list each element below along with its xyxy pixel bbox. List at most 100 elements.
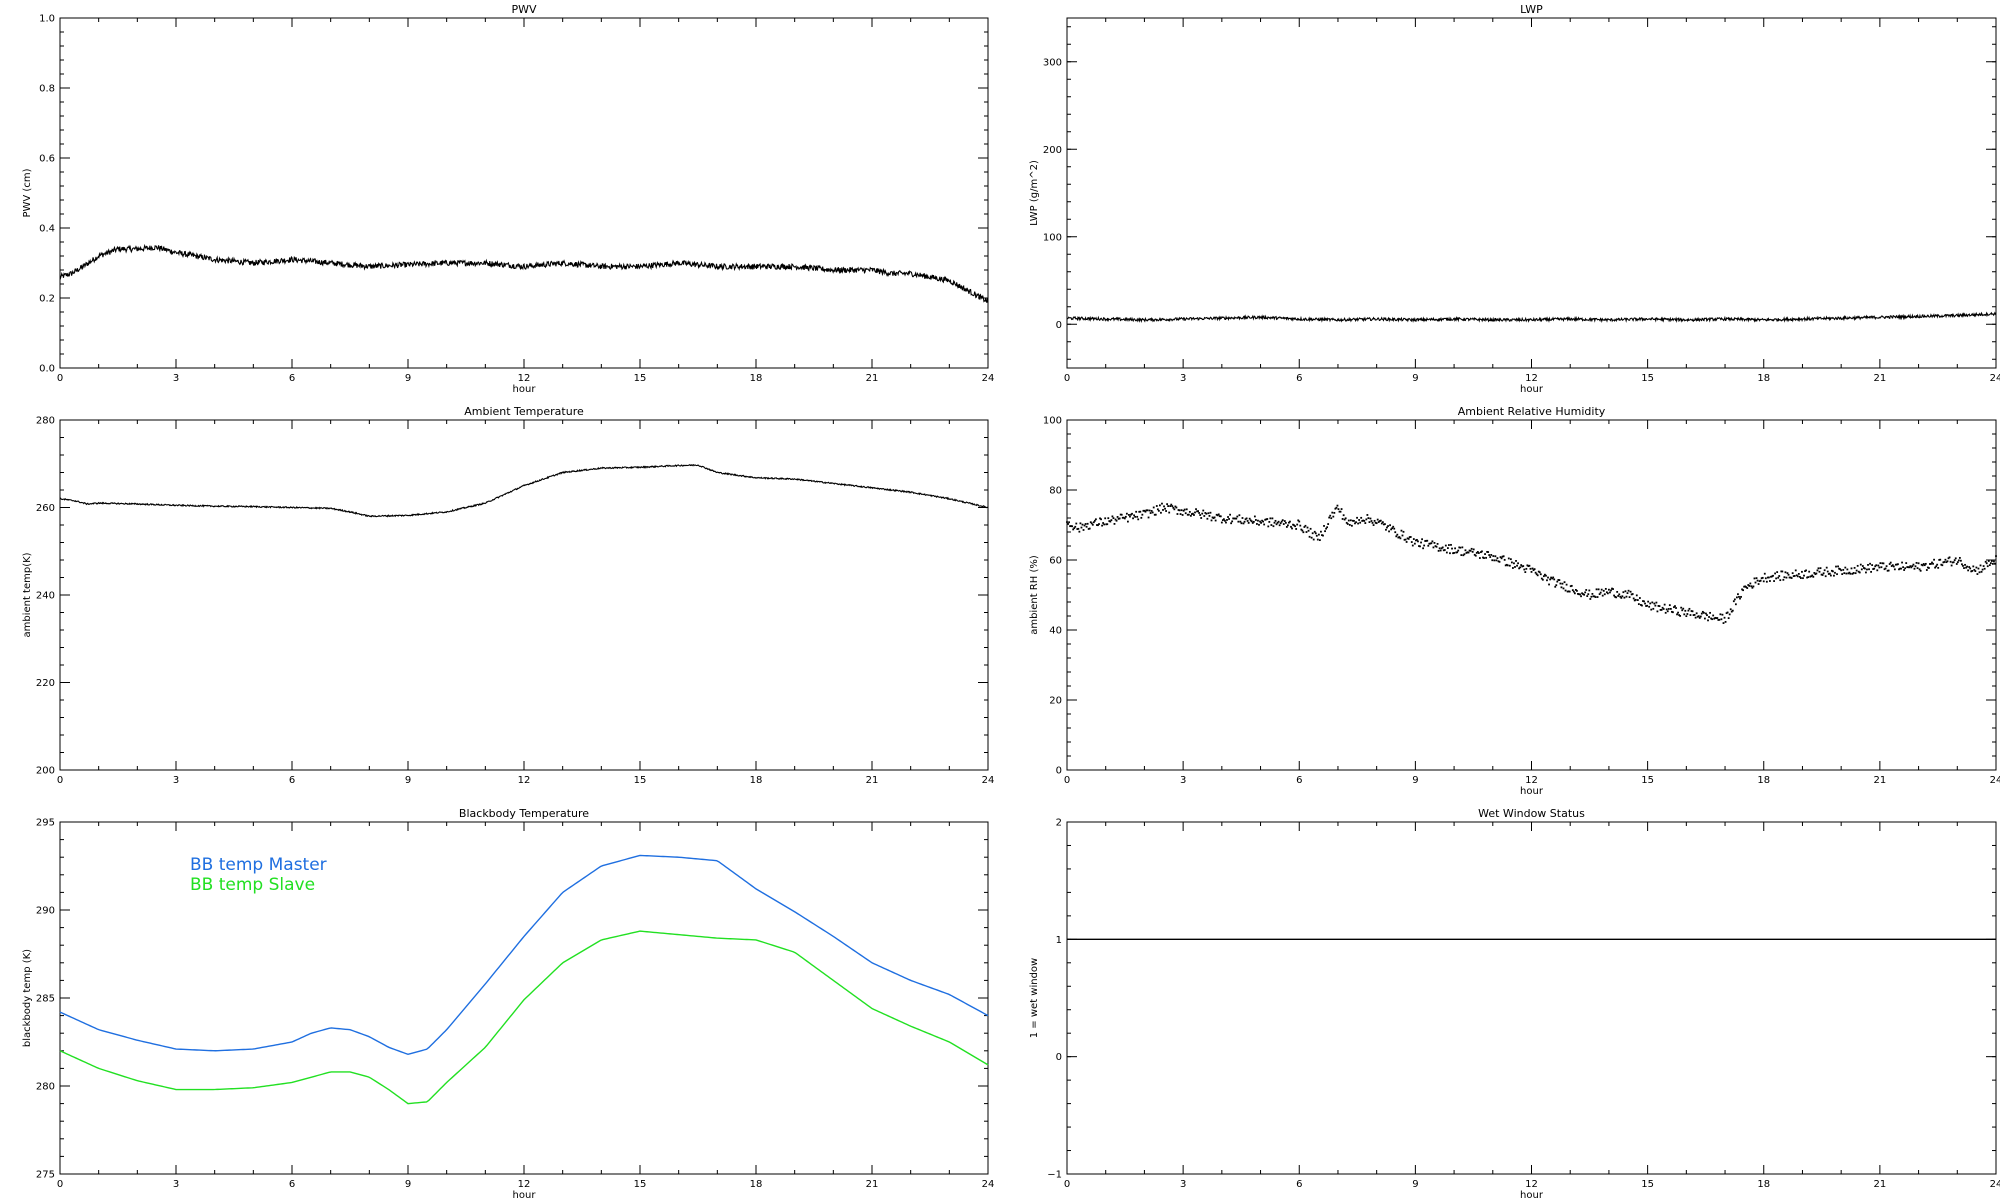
data-point	[1638, 597, 1641, 599]
data-point	[1505, 563, 1508, 566]
data-point	[1900, 567, 1902, 570]
data-point	[1496, 557, 1499, 560]
data-point	[1432, 546, 1435, 549]
data-point	[1592, 595, 1595, 598]
series-line	[59, 463, 989, 518]
data-point	[1302, 531, 1305, 534]
data-point	[1503, 558, 1506, 561]
data-point	[1924, 562, 1927, 565]
data-point	[1197, 510, 1199, 512]
data-point	[1501, 555, 1504, 558]
data-point	[1303, 526, 1306, 528]
y-tick-label: 0.6	[39, 154, 55, 165]
data-point	[1839, 568, 1842, 571]
data-point	[1730, 610, 1733, 613]
data-point	[1537, 570, 1540, 573]
data-point	[1542, 575, 1545, 578]
data-point	[1298, 520, 1301, 523]
data-point	[1260, 521, 1262, 524]
data-point	[1239, 520, 1242, 523]
y-tick-label: 300	[1043, 57, 1062, 68]
data-point	[1772, 574, 1774, 577]
data-point	[1849, 572, 1852, 575]
data-point	[1637, 603, 1640, 606]
data-point	[1204, 512, 1207, 514]
data-point	[1642, 600, 1644, 602]
data-point	[1499, 556, 1502, 559]
data-point	[1411, 544, 1414, 547]
data-point	[1385, 528, 1387, 531]
data-point	[1734, 603, 1737, 606]
data-point	[1104, 517, 1107, 520]
data-point	[1416, 538, 1418, 541]
data-point	[1827, 573, 1830, 575]
data-point	[1271, 517, 1274, 520]
y-tick-label: 285	[36, 994, 55, 1005]
data-point	[1079, 522, 1082, 525]
data-point	[1489, 556, 1492, 558]
data-point	[1625, 595, 1628, 598]
data-point	[1230, 522, 1233, 525]
data-point	[1384, 523, 1386, 526]
data-point	[1381, 521, 1384, 524]
data-point	[1215, 513, 1218, 516]
y-tick-label: 200	[1043, 145, 1062, 156]
data-point	[1324, 530, 1326, 533]
data-point	[1719, 613, 1722, 616]
x-tick-label: 3	[1180, 1179, 1186, 1190]
data-point	[1498, 560, 1501, 563]
data-point	[1095, 518, 1097, 521]
data-point	[1140, 516, 1143, 519]
data-point	[1409, 536, 1412, 538]
data-point	[1196, 510, 1198, 513]
data-point	[1841, 573, 1844, 576]
data-point	[1081, 523, 1084, 526]
data-point	[1658, 605, 1661, 608]
data-point	[1463, 553, 1466, 556]
data-point	[1978, 571, 1981, 574]
data-point	[1257, 519, 1259, 522]
data-point	[1720, 618, 1723, 621]
data-point	[1682, 607, 1685, 610]
data-point	[1113, 522, 1116, 525]
x-tick-label: 21	[866, 373, 879, 384]
data-point	[1813, 572, 1816, 574]
data-point	[1838, 567, 1841, 570]
data-point	[1875, 564, 1878, 567]
data-point	[1153, 513, 1156, 516]
data-point	[1128, 514, 1130, 516]
data-point	[1440, 547, 1443, 550]
data-point	[1677, 611, 1679, 614]
data-point	[1433, 542, 1436, 544]
data-point	[1270, 524, 1273, 526]
data-point	[1869, 562, 1871, 565]
x-tick-label: 15	[634, 373, 647, 384]
data-point	[1848, 571, 1851, 574]
data-point	[1722, 622, 1725, 624]
data-point	[1790, 577, 1793, 579]
y-tick-label: 60	[1049, 556, 1062, 567]
data-point	[1762, 580, 1765, 583]
y-tick-label: 1.0	[39, 14, 55, 25]
data-point	[1544, 573, 1546, 576]
data-point	[1798, 575, 1801, 578]
data-point	[1428, 542, 1431, 545]
data-point	[1220, 521, 1223, 524]
series-line	[1066, 311, 1997, 323]
chart-title: Blackbody Temperature	[459, 807, 589, 820]
data-point	[1614, 595, 1617, 598]
data-point	[1125, 512, 1128, 515]
data-point	[1285, 526, 1288, 528]
x-axis-label: hour	[1520, 384, 1544, 395]
x-tick-label: 15	[634, 775, 647, 786]
data-point	[1574, 588, 1577, 591]
data-point	[1527, 565, 1530, 568]
data-point	[1407, 537, 1410, 540]
data-point	[1845, 572, 1848, 575]
data-point	[1175, 506, 1178, 509]
data-point	[1696, 615, 1699, 618]
data-point	[1818, 570, 1821, 573]
data-point	[1795, 574, 1798, 577]
y-tick-label: 200	[36, 766, 55, 777]
data-point	[1950, 564, 1953, 567]
